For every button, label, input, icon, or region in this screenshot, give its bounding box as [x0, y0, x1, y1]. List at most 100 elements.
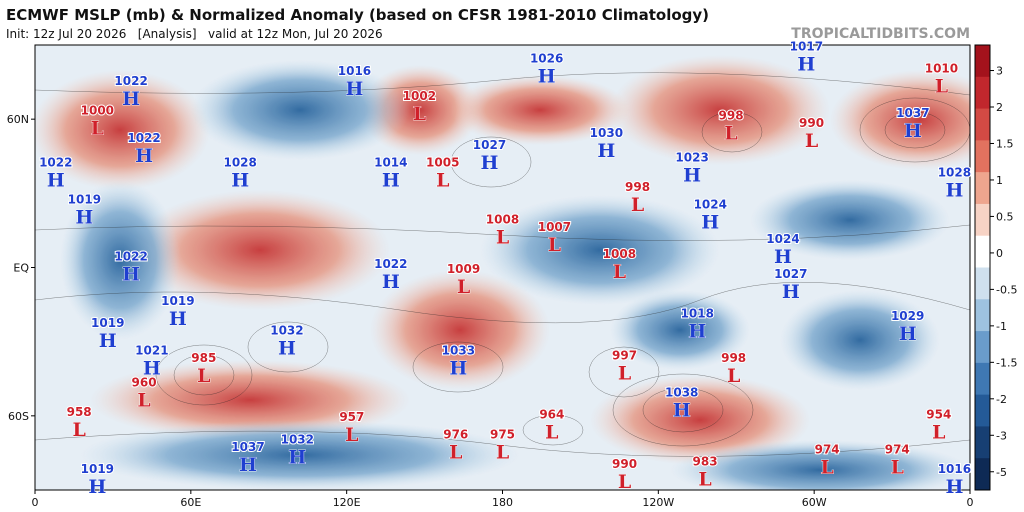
center-pressure: 1027 [473, 138, 506, 152]
colorbar-label: 1.5 [996, 137, 1014, 150]
lat-label: 60S [8, 410, 29, 423]
center-pressure: 1019 [161, 294, 194, 308]
colorbar-segment [975, 45, 990, 78]
center-pressure: 998 [719, 109, 744, 123]
center-pressure: 1000 [81, 104, 114, 118]
colorbar: 3 2 1.5 1 0.5 0 -0.5 -1 -1.5 -2 -3 -5 [974, 44, 1017, 491]
colorbar-segment [975, 267, 990, 300]
init-line: Init: 12z Jul 20 2026 [Analysis] valid a… [6, 27, 383, 41]
center-symbol: L [820, 456, 833, 478]
center-pressure: 1022 [374, 257, 407, 271]
colorbar-segment [975, 203, 990, 237]
center-pressure: 998 [721, 351, 746, 365]
center-symbol: H [481, 152, 499, 174]
center-pressure: 1016 [938, 462, 971, 476]
colorbar-segment [975, 299, 990, 332]
center-symbol: L [413, 103, 426, 125]
colorbar-label: -2 [996, 393, 1007, 406]
center-symbol: H [945, 476, 963, 498]
colorbar-segment [975, 362, 990, 396]
colorbar-label: -1 [996, 320, 1007, 333]
center-pressure: 1037 [896, 106, 929, 120]
center-pressure: 1032 [281, 432, 314, 446]
center-symbol: L [631, 194, 644, 216]
center-symbol: H [47, 170, 65, 192]
center-symbol: H [899, 323, 917, 345]
center-pressure: 1029 [891, 309, 924, 323]
center-pressure: 997 [612, 348, 637, 362]
center-symbol: H [904, 120, 922, 142]
center-symbol: H [774, 246, 792, 268]
colorbar-frame [974, 44, 991, 491]
center-pressure: 960 [132, 376, 157, 390]
center-symbol: H [701, 212, 719, 234]
colorbar-label: -0.5 [996, 283, 1017, 296]
lon-label: 0 [32, 496, 39, 509]
center-symbol: H [99, 330, 117, 352]
center-symbol: H [288, 446, 306, 468]
center-pressure: 1008 [603, 247, 636, 261]
center-pressure: 1027 [774, 267, 807, 281]
center-symbol: L [345, 424, 358, 446]
center-symbol: L [935, 76, 948, 98]
center-symbol: L [91, 118, 104, 140]
center-pressure: 1005 [426, 156, 459, 170]
center-symbol: H [135, 145, 153, 167]
center-pressure: 1022 [127, 131, 160, 145]
lon-label: 180 [492, 496, 513, 509]
center-symbol: L [891, 456, 904, 478]
lat-label: 60N [7, 113, 29, 126]
center-pressure: 1009 [447, 262, 480, 276]
colorbar-segment [975, 458, 990, 491]
center-pressure: 1028 [223, 156, 256, 170]
center-pressure: 1019 [91, 316, 124, 330]
center-pressure: 976 [443, 427, 468, 441]
center-pressure: 1007 [538, 220, 571, 234]
lon-label: 60E [180, 496, 201, 509]
colorbar-label: 3 [996, 65, 1003, 78]
watermark: TROPICALTIDBITS.COM [791, 26, 970, 42]
title: ECMWF MSLP (mb) & Normalized Anomaly (ba… [6, 6, 709, 24]
center-symbol: L [698, 469, 711, 491]
center-pressure: 1022 [114, 249, 147, 263]
lon-label: 0 [967, 496, 974, 509]
center-pressure: 1030 [590, 126, 623, 140]
center-pressure: 1024 [766, 232, 799, 246]
center-pressure: 1026 [530, 52, 563, 66]
center-symbol: H [143, 357, 161, 379]
center-pressure: 1033 [442, 343, 475, 357]
center-symbol: H [88, 476, 106, 498]
colorbar-segment [975, 235, 990, 268]
center-pressure: 1016 [338, 64, 371, 78]
center-symbol: H [688, 320, 706, 342]
center-symbol: H [231, 170, 249, 192]
center-pressure: 1014 [374, 156, 407, 170]
lat-label: EQ [13, 262, 29, 275]
center-symbol: H [945, 179, 963, 201]
colorbar-segment [975, 426, 990, 459]
center-symbol: L [436, 170, 449, 192]
